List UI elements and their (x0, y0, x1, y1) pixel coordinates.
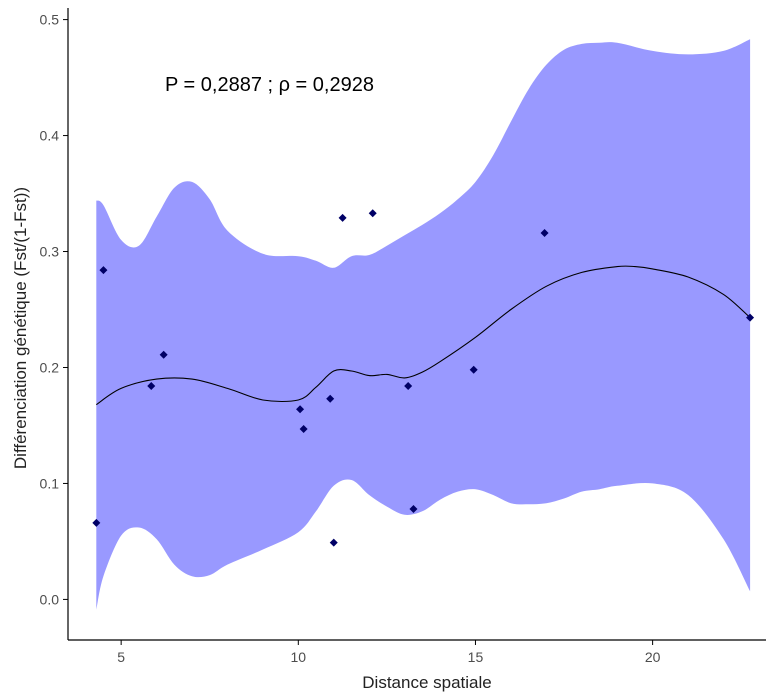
x-axis-title: Distance spatiale (362, 673, 491, 692)
y-tick-label: 0.3 (40, 244, 60, 260)
data-point (159, 350, 168, 359)
x-tick-label: 20 (645, 649, 661, 665)
data-point (92, 518, 101, 527)
data-point (99, 266, 108, 275)
confidence-band (96, 39, 751, 610)
data-point (326, 394, 335, 403)
data-point (368, 209, 377, 218)
data-points (92, 209, 755, 547)
x-axis-ticks: 5 10 15 20 (117, 640, 661, 665)
y-axis-title: Différenciation génétique (Fst/(1-Fst)) (11, 187, 30, 469)
x-tick-label: 10 (291, 649, 307, 665)
data-point (296, 405, 305, 414)
plot-area (92, 39, 755, 610)
y-tick-label: 0.0 (40, 591, 60, 607)
y-axis-ticks: 0.0 0.1 0.2 0.3 0.4 0.5 (40, 12, 68, 607)
data-point (338, 213, 347, 222)
data-point (540, 228, 549, 237)
data-point (299, 424, 308, 433)
y-tick-label: 0.2 (40, 359, 60, 375)
data-point (147, 382, 156, 391)
y-tick-label: 0.1 (40, 475, 60, 491)
x-tick-label: 5 (117, 649, 125, 665)
stats-annotation: P = 0,2887 ; ρ = 0,2928 (165, 74, 374, 96)
data-point (469, 365, 478, 374)
data-point (329, 538, 338, 547)
smooth-trend-line (95, 265, 751, 406)
x-tick-label: 15 (468, 649, 484, 665)
y-tick-label: 0.5 (40, 12, 60, 28)
data-point (409, 504, 418, 513)
data-point (404, 382, 413, 391)
data-point (746, 313, 755, 322)
y-tick-label: 0.4 (40, 128, 60, 144)
